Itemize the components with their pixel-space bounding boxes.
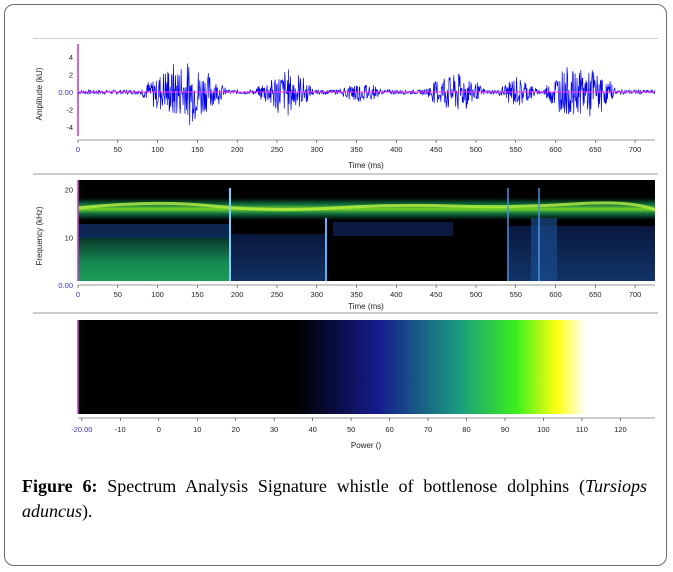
x-tick-label: 120 [614, 425, 627, 434]
x-tick-label: 90 [501, 425, 509, 434]
spectrogram-panel: Frequency (kHz) 20 10 0.00 0 50 100 150 200 250… [33, 177, 658, 314]
amplitude-xlabel: Time (ms) [348, 161, 384, 170]
x-tick-label: 30 [270, 425, 278, 434]
x-tick-label: 600 [549, 290, 562, 299]
x-tick-label: 350 [350, 290, 363, 299]
x-tick-label: 50 [114, 290, 122, 299]
x-tick-label: 650 [589, 290, 602, 299]
x-tick-label: 250 [271, 290, 284, 299]
caption-end: ). [82, 501, 93, 521]
x-tick-label: 0 [76, 290, 80, 299]
x-tick-label: 10 [193, 425, 201, 434]
amplitude-waveform [77, 63, 656, 126]
x-tick-label: 100 [151, 145, 164, 154]
x-tick-label: 500 [470, 145, 483, 154]
x-tick-label: -20.00 [71, 425, 92, 434]
x-tick-label: 20 [232, 425, 240, 434]
x-tick-label: 70 [424, 425, 432, 434]
x-tick-label: 450 [430, 290, 443, 299]
x-tick-label: 110 [576, 425, 588, 434]
x-tick-label: 300 [311, 145, 324, 154]
x-tick-label: 300 [311, 290, 324, 299]
spectrogram-ylabel: Frequency (kHz) [35, 206, 44, 265]
figure-caption: Figure 6: Spectrum Analysis Signature wh… [22, 474, 647, 524]
x-tick-label: 0 [157, 425, 161, 434]
x-tick-label: 50 [347, 425, 355, 434]
y-tick-label: 4 [69, 53, 73, 62]
caption-species: Tursiops aduncus [22, 476, 647, 521]
x-tick-label: 450 [430, 145, 443, 154]
y-tick-label: 10 [65, 233, 73, 242]
figure-image: Amplitude (kU) 420.00-2-4 0 50 100 150 200 25… [33, 38, 658, 456]
x-tick-label: 350 [350, 145, 363, 154]
x-tick-label: 0 [76, 145, 80, 154]
amplitude-ylabel: Amplitude (kU) [35, 67, 44, 120]
power-xlabel: Power () [351, 441, 382, 450]
x-tick-label: 150 [191, 290, 204, 299]
x-tick-label: 550 [509, 145, 522, 154]
x-tick-label: 40 [308, 425, 316, 434]
y-tick-label: 0.00 [58, 281, 73, 290]
x-tick-label: 400 [390, 290, 403, 299]
x-tick-label: 700 [629, 145, 642, 154]
x-tick-label: 100 [537, 425, 550, 434]
caption-text: Spectrum Analysis Signature whistle of b… [97, 476, 585, 496]
x-tick-label: 550 [509, 290, 522, 299]
x-tick-label: 60 [385, 425, 393, 434]
x-tick-label: -10 [115, 425, 126, 434]
x-tick-label: 400 [390, 145, 403, 154]
x-tick-label: 200 [231, 145, 244, 154]
power-colorbar-panel: -20.00 -10 0 10 20 30 40 50 60 70 80 90 100 110 120 Po… [33, 316, 658, 456]
x-tick-label: 100 [151, 290, 164, 299]
x-tick-label: 150 [191, 145, 204, 154]
x-tick-label: 250 [271, 145, 284, 154]
x-tick-label: 80 [462, 425, 470, 434]
x-tick-label: 500 [470, 290, 483, 299]
x-tick-label: 700 [629, 290, 642, 299]
y-tick-label: 2 [69, 71, 73, 80]
y-tick-label: -2 [66, 105, 73, 114]
caption-label: Figure 6: [22, 476, 98, 496]
x-tick-label: 50 [114, 145, 122, 154]
amplitude-panel: Amplitude (kU) 4 2 0.00 -2 -4 0 50 100 150 200 25… [33, 38, 658, 175]
spectrogram-image [77, 180, 656, 281]
spectrogram-xlabel: Time (ms) [348, 302, 384, 311]
x-tick-label: 650 [589, 145, 602, 154]
y-tick-label: 20 [65, 186, 73, 195]
y-tick-label: -4 [66, 123, 73, 132]
power-colorbar [78, 320, 655, 414]
x-tick-label: 600 [549, 145, 562, 154]
x-tick-label: 200 [231, 290, 244, 299]
y-tick-label: 0.00 [58, 88, 73, 97]
